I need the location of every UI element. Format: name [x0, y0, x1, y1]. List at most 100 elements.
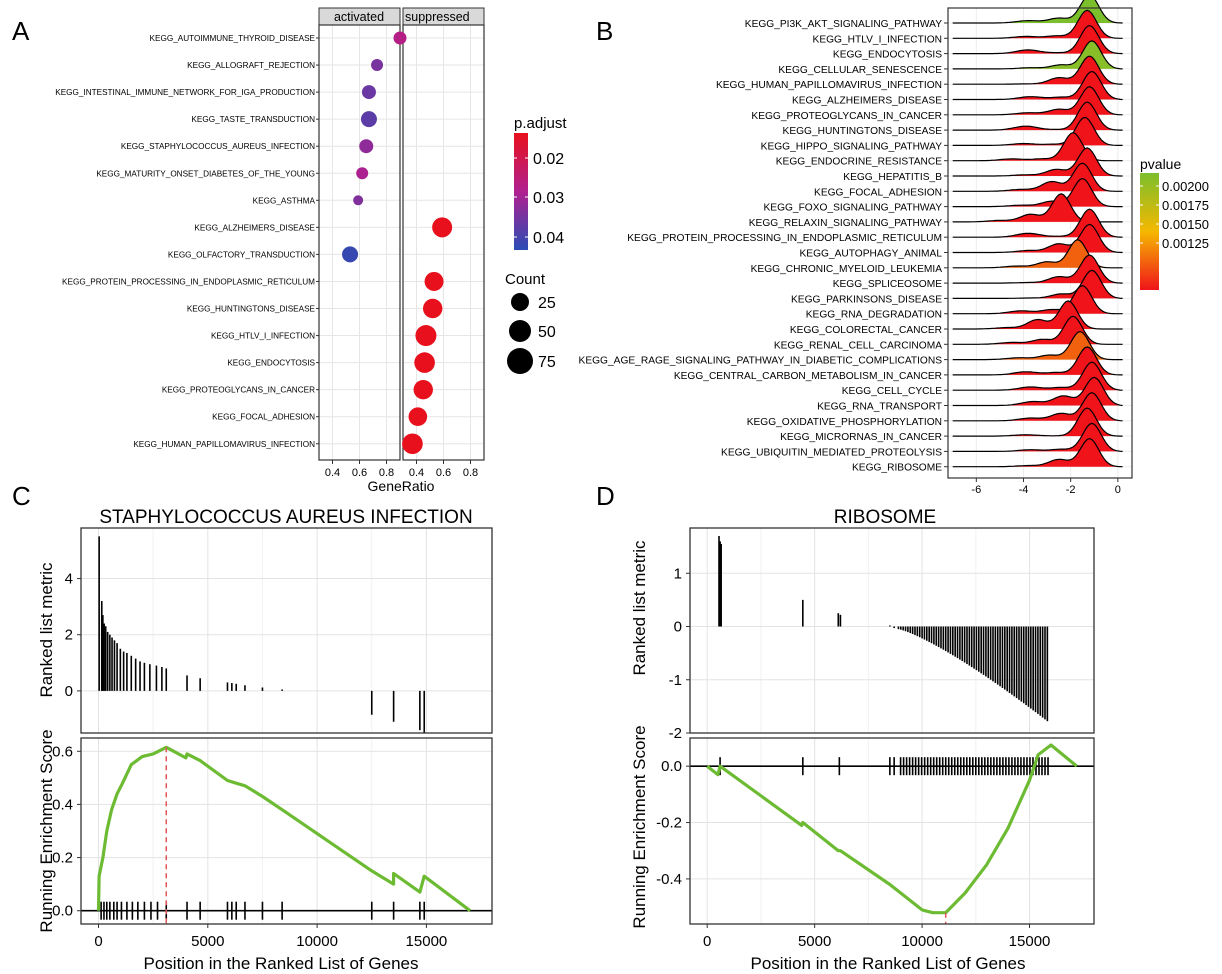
panel-d-title: RIBOSOME	[834, 507, 936, 528]
y-tick-label: 0	[674, 619, 682, 636]
panel-c-running-es	[81, 745, 492, 924]
x-tick-label: 0.4	[409, 467, 424, 479]
legend-pvalue-ticks	[1140, 185, 1159, 244]
panel-d-x-axis-title: Position in the Ranked List of Genes	[751, 954, 1026, 973]
point	[413, 379, 433, 400]
panel-c-ranked-metric-bars	[98, 536, 426, 733]
ridge-fill	[952, 71, 1123, 100]
x-tick-label: 0.8	[379, 467, 394, 479]
ridge-label: KEGG_RNA_TRANSPORT	[817, 402, 942, 413]
panel-c-bottom-y-axis-title: Running Enrichment Score	[37, 729, 56, 932]
x-tick-label: 10000	[296, 933, 338, 950]
ridge-label: KEGG_RENAL_CELL_CARCINOMA	[774, 340, 942, 351]
panel-d-bottom-y-axis-title: Running Enrichment Score	[630, 725, 649, 928]
ridge-line	[952, 0, 1123, 24]
ridge-fill	[952, 56, 1123, 85]
ridge-label: KEGG_HUNTINGTONS_DISEASE	[783, 126, 943, 137]
facet-label-activated: activated	[334, 10, 384, 24]
term-label: KEGG_OLFACTORY_TRANSDUCTION	[168, 250, 315, 259]
panel-b-ridges	[952, 0, 1123, 468]
ridge-label: KEGG_FOCAL_ADHESION	[814, 187, 942, 198]
legend-count-circle-25	[511, 293, 529, 311]
ridge-label: KEGG_AGE_RAGE_SIGNALING_PATHWAY_IN_DIABE…	[579, 356, 943, 367]
ridge-label: KEGG_CELLULAR_SENESCENCE	[778, 65, 942, 76]
y-tick-label: 0.6	[52, 743, 73, 760]
legend-count-circle-50	[509, 320, 531, 342]
ridge-label: KEGG_UBIQUITIN_MEDIATED_PROTEOLYSIS	[721, 447, 942, 458]
ridge-label: KEGG_CHRONIC_MYELOID_LEUKEMIA	[751, 264, 943, 275]
y-tick-label: 0	[65, 683, 73, 700]
x-tick-label: 0.6	[436, 467, 451, 479]
y-tick-label: 0.0	[661, 758, 682, 775]
y-tick-label: -2	[669, 725, 682, 742]
ridge-label: KEGG_HEPATITIS_B	[843, 172, 942, 183]
es-curve	[706, 743, 1078, 915]
ridge-label: KEGG_CENTRAL_CARBON_METABOLISM_IN_CANCER	[674, 371, 942, 382]
x-tick-label: -6	[971, 484, 981, 496]
ridge-label: KEGG_HTLV_I_INFECTION	[813, 34, 942, 45]
ridge-label: KEGG_PARKINSONS_DISEASE	[791, 294, 942, 305]
panel-letter-b: B	[596, 16, 613, 46]
legend-pvalue-tick-label: 0.00175	[1162, 198, 1209, 213]
ridge-line	[952, 9, 1123, 39]
ridge-fill	[952, 209, 1123, 238]
ridge-label: KEGG_CELL_CYCLE	[842, 386, 942, 397]
ridge-line	[952, 86, 1123, 116]
ridge-label: KEGG_COLORECTAL_CANCER	[790, 325, 942, 336]
panel-a-x-ticks: 0.4 0.6 0.8 0.4 0.6 0.8	[325, 460, 478, 479]
panel-c-x-axis-title: Position in the Ranked List of Genes	[144, 954, 419, 973]
panel-b-ridge-labels: KEGG_PI3K_AKT_SIGNALING_PATHWAY KEGG_HTLV…	[579, 19, 948, 474]
x-tick-label: 0	[703, 933, 711, 950]
panel-b-ridgeplot: KEGG_PI3K_AKT_SIGNALING_PATHWAY KEGG_HTLV…	[579, 0, 1209, 496]
x-tick-label: 5000	[798, 933, 831, 950]
x-tick-label: 10000	[901, 933, 943, 950]
panel-letter-c: C	[12, 481, 31, 511]
point	[408, 407, 428, 427]
term-label: KEGG_HUNTINGTONS_DISEASE	[187, 305, 316, 314]
ridge-fill	[952, 377, 1123, 406]
term-label: KEGG_HUMAN_PAPILLOMAVIRUS_INFECTION	[133, 440, 315, 449]
ridge-label: KEGG_RELAXIN_SIGNALING_PATHWAY	[749, 218, 942, 229]
panel-d-bottom-frame	[689, 737, 1095, 925]
ridge-fill	[952, 285, 1123, 314]
panel-c-top-y-axis-title: Ranked list metric	[37, 562, 56, 698]
ridge-fill	[952, 86, 1123, 115]
x-tick-label: 0.8	[463, 467, 478, 479]
point	[415, 325, 437, 347]
panel-b-x-ticks: -6 -4 -2 0	[971, 478, 1121, 496]
legend-padjust-title: p.adjust	[514, 115, 567, 132]
panel-letter-d: D	[596, 481, 615, 511]
ridge-label: KEGG_HIPPO_SIGNALING_PATHWAY	[761, 141, 943, 152]
legend-count-tick-label: 25	[538, 295, 556, 312]
ridge-label: KEGG_ENDOCRINE_RESISTANCE	[776, 157, 942, 168]
term-label: KEGG_PROTEIN_PROCESSING_IN_ENDOPLASMIC_R…	[62, 277, 315, 286]
term-label: KEGG_HTLV_I_INFECTION	[211, 332, 315, 341]
ridge-line	[952, 116, 1123, 146]
ridge-line	[952, 346, 1123, 376]
panel-c-title: STAPHYLOCOCCUS AUREUS INFECTION	[99, 507, 472, 528]
ridge-line	[952, 407, 1123, 437]
x-tick-label: 5000	[191, 933, 224, 950]
ridge-fill	[952, 10, 1123, 39]
panel-a-points	[342, 31, 453, 455]
ridge-line	[952, 361, 1123, 391]
ridge-line	[952, 70, 1123, 101]
term-label: KEGG_FOCAL_ADHESION	[212, 413, 315, 422]
ridge-line	[952, 254, 1123, 284]
ridge-line	[952, 162, 1123, 192]
panel-d-running-es	[690, 743, 1094, 924]
ridge-fill	[952, 147, 1123, 176]
legend-pvalue-tick-label: 0.00150	[1162, 217, 1209, 232]
ridge-line	[952, 300, 1123, 330]
panel-d-top-frame	[689, 527, 1095, 734]
panel-letter-a: A	[12, 16, 30, 46]
panel-d-ranked-metric-bars	[718, 535, 1049, 722]
panel-d-axis-labels: 0 5000 10000 15000 -2 -1 0 1 -0.4 -0.2 0.0	[656, 565, 1050, 950]
panel-d-gsea-plot: RIBOSOME 0 5000 10000 15000 -2 -1 0 1 -0.4 -0.2 0.…	[630, 507, 1095, 973]
legend-padjust-colorbar	[514, 133, 528, 250]
panel-c-gsea-plot: STAPHYLOCOCCUS AUREUS INFECTION 0 5000 100…	[37, 507, 493, 973]
panel-a-x-axis-title: GeneRatio	[368, 478, 435, 494]
ridge-line	[952, 285, 1123, 315]
legend-pvalue-tick-label: 0.00200	[1162, 179, 1209, 194]
legend-pvalue-title: pvalue	[1140, 156, 1181, 172]
